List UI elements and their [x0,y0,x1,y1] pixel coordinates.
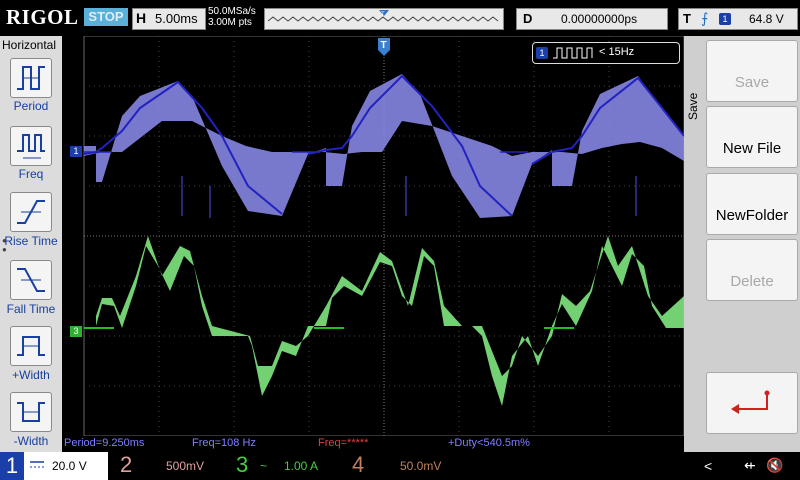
trigger-level: 64.8 V [749,12,784,26]
save-button[interactable]: Save [706,40,798,102]
menu-item-label: Freq [18,167,44,181]
scroll-dots: ● ● [2,236,7,254]
channel-2-number: 2 [120,452,133,477]
top-status-bar: RIGOL STOP H 5.00ms 50.0MSa/s 3.00M pts … [0,0,800,36]
new-file-button[interactable]: New File [706,106,798,168]
ch1-ground-marker[interactable]: 1 [70,146,82,157]
timebase-value: 5.00ms [155,11,198,26]
pulse-icon [553,47,593,59]
delay-label: D [523,11,533,26]
run-stop-status[interactable]: STOP [84,8,128,26]
memory-waveform-icon: T [265,9,503,29]
measurement-duty: +Duty<540.5m% [448,437,530,449]
menu-item-period[interactable]: Period [0,54,62,118]
svg-text:T: T [381,40,387,51]
menu-item-neg-width[interactable]: -Width [0,388,62,452]
menu-item-label: -Width [13,434,49,448]
channel-bar: 1 20.0 V 2 500mV 3 ~ 1.00 A 4 50.0mV < ⇷… [0,452,800,480]
delete-button[interactable]: Delete [706,239,798,301]
menu-item-fall-time[interactable]: Fall Time [0,256,62,320]
menu-title-rotated: Save [686,70,702,120]
trigger-source: 1 [719,13,731,25]
menu-item-label: +Width [12,368,50,382]
channel-3-number: 3 [236,452,249,477]
menu-item-label: Period [13,99,49,113]
channel-4-scale: 50.0mV [400,459,442,473]
pos-width-icon [10,326,52,366]
fall-time-icon [10,260,52,300]
menu-item-pos-width[interactable]: +Width [0,322,62,386]
new-folder-button-label: NewFolder [715,207,789,224]
brand-logo: RIGOL [6,5,79,29]
waveform-canvas: T [83,35,685,437]
menu-item-rise-time[interactable]: Rise Time [0,188,62,252]
svg-text:T: T [381,12,385,18]
channel-4-number: 4 [352,452,365,477]
channel-1-number: 1 [0,452,24,480]
delay-box[interactable]: D 0.00000000ps [516,8,668,30]
sample-rate: 50.0MSa/s [208,6,256,17]
menu-scroll-icon[interactable]: < [704,458,713,474]
menu-title: Save [686,92,700,120]
channel-2-scale: 500mV [166,459,205,473]
measurement-period: Period=9.250ms [64,437,145,449]
trigger-box[interactable]: T ⨍ 1 64.8 V [678,8,798,30]
new-file-button-label: New File [722,140,782,157]
menu-item-label: Rise Time [4,234,58,248]
ch1-trace [83,74,685,218]
channel-4-tab[interactable]: 4 50.0mV [348,452,458,480]
channel-1-scale: 20.0 V [52,459,87,473]
channel-2-tab[interactable]: 2 500mV [116,452,226,480]
rise-time-icon [10,192,52,232]
neg-width-icon [10,392,52,432]
badge-frequency: < 15Hz [599,46,635,58]
menu-item-label: Fall Time [6,302,56,316]
channel-3-tab[interactable]: 3 ~ 1.00 A [232,452,342,480]
usb-icon: ⇷ [744,457,756,473]
ch3-ground-marker[interactable]: 3 [70,326,82,337]
channel-3-scale: 1.00 A [284,459,319,473]
sample-info: 50.0MSa/s 3.00M pts [208,6,256,28]
period-icon [10,58,52,98]
delete-button-label: Delete [730,273,774,290]
channel-3-coupling: ~ [260,459,268,473]
frequency-counter-badge: 1 < 15Hz [532,42,680,64]
memory-depth: 3.00M pts [208,17,252,28]
menu-title: Horizontal [2,38,57,52]
trigger-position-marker: T [378,38,390,56]
save-menu: Save Save New File NewFolder Delete [684,36,800,452]
speaker-mute-icon[interactable]: 🔇 [766,457,784,473]
dc-coupling-icon [30,461,44,468]
freq-icon [10,126,52,166]
save-button-label: Save [734,74,770,91]
measurement-freq-invalid: Freq=***** [318,437,369,449]
return-button[interactable] [706,372,798,434]
menu-item-freq[interactable]: Freq [0,122,62,186]
measurement-freq: Freq=108 Hz [192,437,256,449]
waveform-display[interactable]: T 1 3 1 < 15Hz [62,35,685,437]
channel-1-tab[interactable]: 1 20.0 V [0,452,108,480]
trigger-label: T [683,11,691,26]
rising-edge-icon: ⨍ [701,10,709,26]
new-folder-button[interactable]: NewFolder [706,173,798,235]
memory-overview[interactable]: T [264,8,504,30]
timebase-box[interactable]: H 5.00ms [132,8,206,30]
measure-menu: Horizontal ● ● Period Freq Rise Time Fall… [0,36,62,452]
badge-channel: 1 [536,47,548,59]
return-arrow-icon [731,390,770,414]
timebase-label: H [136,10,147,26]
delay-value: 0.00000000ps [561,12,638,26]
